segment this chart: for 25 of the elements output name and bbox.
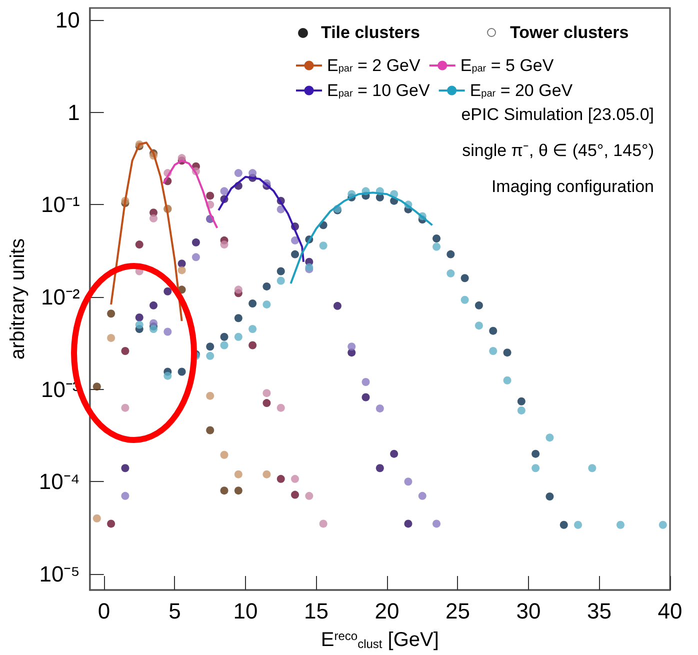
- y-tick-label: 1: [68, 100, 80, 125]
- x-tick-label: 35: [587, 598, 612, 624]
- annotation: Tower clusters: [510, 23, 629, 42]
- legend-label: Epar = 10 GeV: [327, 81, 430, 100]
- legend-label: Epar = 2 GeV: [327, 56, 422, 75]
- annotation: Imaging configuration: [491, 177, 654, 196]
- y-tick-label: 10⁻⁴: [38, 469, 80, 494]
- y-axis-title: arbitrary units: [7, 238, 29, 360]
- annotation: ePIC Simulation [23.05.0]: [461, 105, 654, 124]
- x-tick-label: 20: [374, 598, 400, 624]
- x-tick-label: 25: [446, 598, 470, 624]
- y-tick-label: 10⁻¹: [41, 192, 80, 218]
- x-tick-label: 10: [233, 598, 258, 624]
- x-tick-label: 30: [516, 598, 541, 624]
- legend-label: Epar = 20 GeV: [470, 81, 574, 100]
- y-tick-label: 10⁻⁵: [39, 561, 80, 586]
- y-tick-label: 10⁻²: [41, 284, 80, 310]
- x-tick-label: 0: [98, 598, 110, 624]
- x-tick-label: 5: [168, 598, 181, 624]
- x-tick-label: 40: [658, 598, 682, 624]
- legend-label: Epar = 5 GeV: [460, 56, 554, 75]
- x-tick-label: 15: [304, 598, 328, 624]
- annotation: Tile clusters: [321, 23, 420, 42]
- annotation: single π⁻, θ ∈ (45°, 145°): [462, 141, 654, 160]
- y-tick-label: 10: [55, 8, 80, 33]
